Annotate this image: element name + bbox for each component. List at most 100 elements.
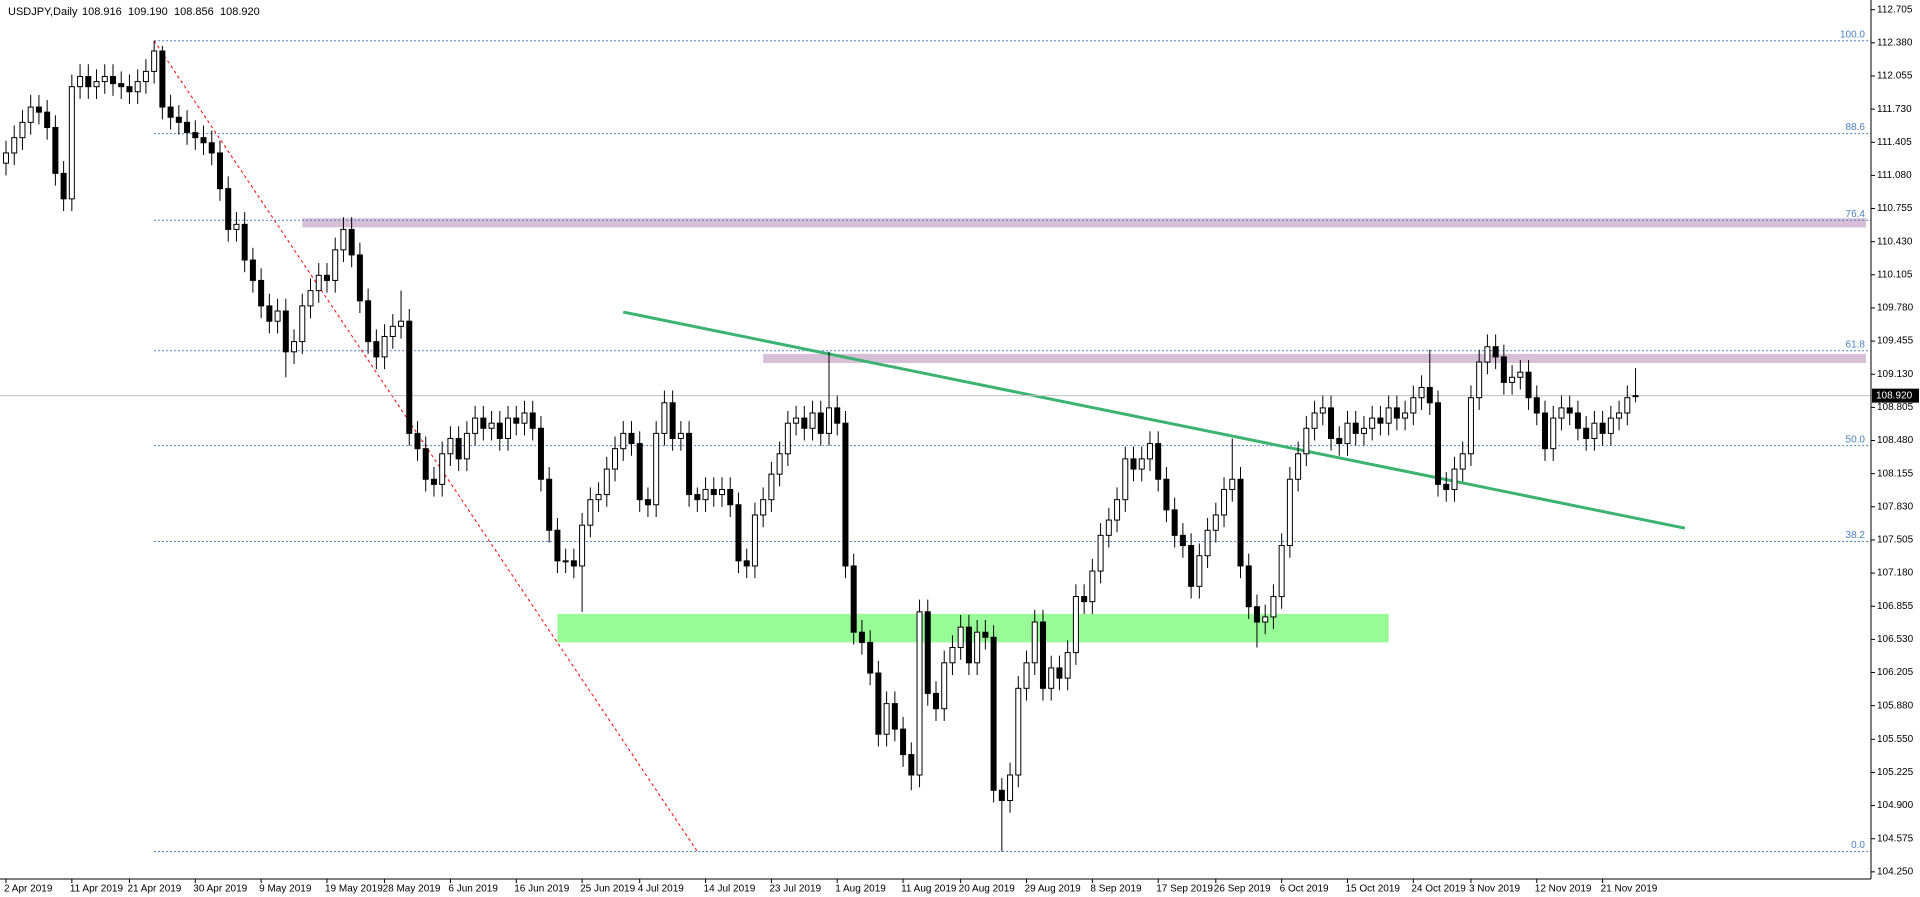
candle-body <box>554 529 561 562</box>
candle-body <box>628 432 635 445</box>
candle-body <box>1410 397 1417 414</box>
candle-body <box>719 488 726 496</box>
candle-body <box>1426 386 1433 404</box>
candle-body <box>826 407 832 434</box>
candle-body <box>77 75 84 88</box>
candle-body <box>307 290 314 307</box>
candle-body <box>1451 468 1458 490</box>
candle-body <box>529 412 536 429</box>
fib-label: 61.8 <box>1846 339 1866 350</box>
candle-body <box>924 611 931 694</box>
candle-body <box>842 422 849 567</box>
y-tick-label: 106.855 <box>1877 601 1914 612</box>
candle-body <box>768 473 775 501</box>
candle-body <box>932 692 939 710</box>
candle-body <box>381 336 388 358</box>
candle-body <box>513 417 520 424</box>
candle-body <box>620 432 627 450</box>
header-value: 108.916 <box>82 6 122 18</box>
candle-body <box>1023 662 1030 689</box>
candle-body <box>751 514 758 567</box>
x-tick-label: 17 Sep 2019 <box>1156 884 1213 895</box>
x-tick-label: 21 Apr 2019 <box>127 884 181 895</box>
y-tick-label: 109.780 <box>1877 303 1914 314</box>
candle-body <box>200 137 207 144</box>
candle-body <box>1377 417 1384 424</box>
candle-body <box>595 494 602 501</box>
x-tick-label: 26 Sep 2019 <box>1214 884 1271 895</box>
candle-body <box>159 50 166 108</box>
candle-body <box>488 422 495 429</box>
candle-body <box>710 488 717 496</box>
y-tick-label: 106.530 <box>1877 634 1914 645</box>
candle-body <box>644 499 651 506</box>
candle-body <box>1607 417 1614 434</box>
candle-body <box>1196 555 1203 587</box>
fib-label: 50.0 <box>1846 434 1866 445</box>
candle-body <box>1245 565 1252 608</box>
candle-body <box>1369 417 1376 429</box>
candle-body <box>1286 478 1293 547</box>
candle-body <box>455 437 462 460</box>
candle-body <box>315 274 322 292</box>
y-tick-label: 107.830 <box>1877 501 1914 512</box>
candle-body <box>291 341 298 353</box>
x-tick-label: 24 Oct 2019 <box>1411 884 1466 895</box>
header-value: 108.920 <box>220 6 260 18</box>
candle-body <box>546 478 553 531</box>
candle-body <box>1500 356 1507 383</box>
candle-body <box>735 504 742 562</box>
candle-body <box>167 106 174 118</box>
header-value: 108.856 <box>174 6 214 18</box>
y-tick-label: 112.380 <box>1877 37 1913 48</box>
x-tick-label: 21 Nov 2019 <box>1601 884 1658 895</box>
candle-body <box>109 75 116 85</box>
x-tick-label: 4 Jul 2019 <box>638 884 685 895</box>
x-tick-label: 6 Oct 2019 <box>1280 884 1329 895</box>
candle-body <box>184 121 191 134</box>
candle-body <box>669 402 676 439</box>
candle-body <box>1048 667 1055 689</box>
y-tick-label: 108.480 <box>1877 435 1914 446</box>
candle-body <box>1072 596 1079 654</box>
x-tick-label: 11 Aug 2019 <box>901 884 957 895</box>
candle-body <box>348 228 355 256</box>
candle-body <box>579 524 586 567</box>
candle-body <box>356 254 363 302</box>
candle-body <box>1591 422 1598 439</box>
candle-body <box>1336 437 1343 445</box>
candle-body <box>1105 519 1112 536</box>
candle-body <box>521 412 528 424</box>
y-tick-label: 109.455 <box>1877 336 1914 347</box>
candle-body <box>1344 422 1351 445</box>
candle-body <box>414 432 421 450</box>
candle-body <box>19 121 26 139</box>
candle-body <box>389 325 396 338</box>
candle-body <box>1443 483 1450 490</box>
candle-body <box>101 75 108 83</box>
candle-body <box>1393 407 1400 419</box>
y-tick-label: 108.805 <box>1877 402 1914 413</box>
candle-body <box>1204 529 1211 557</box>
candle-body <box>134 81 141 93</box>
candle-body <box>365 300 372 343</box>
candle-body <box>965 626 972 664</box>
candle-body <box>1262 616 1269 623</box>
candle-body <box>1089 570 1096 603</box>
candle-body <box>941 662 948 710</box>
candle-body <box>1459 453 1466 470</box>
candle-body <box>430 478 437 485</box>
zone <box>302 218 1866 228</box>
candle-body <box>1270 596 1277 618</box>
y-tick-label: 108.155 <box>1877 468 1914 479</box>
zone <box>763 353 1866 364</box>
x-tick-label: 11 Apr 2019 <box>70 884 124 895</box>
y-tick-label: 107.180 <box>1877 568 1914 579</box>
x-tick-label: 9 May 2019 <box>259 884 312 895</box>
candle-body <box>1229 478 1236 490</box>
candle-body <box>118 83 125 88</box>
y-tick-label: 111.730 <box>1877 104 1912 115</box>
